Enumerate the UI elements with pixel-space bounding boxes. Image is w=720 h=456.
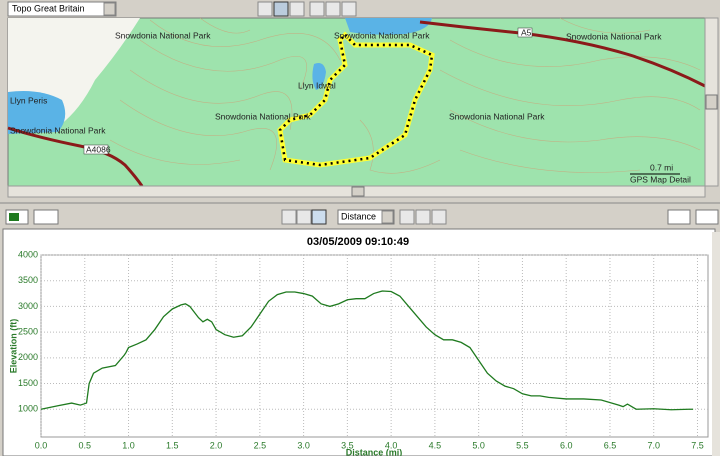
x-axis-label: Distance (mi) [346, 447, 403, 456]
x-tick-label: 6.5 [604, 440, 617, 450]
dropdown-arrow[interactable] [103, 2, 116, 16]
chart-title: 03/05/2009 09:10:49 [307, 236, 409, 248]
scroll-thumb[interactable] [705, 94, 718, 110]
fill-tool[interactable] [296, 209, 312, 225]
map-label: Snowdonia National Park [449, 111, 545, 121]
road-shield [83, 144, 109, 155]
contours [109, 17, 701, 174]
chart-panel [2, 228, 716, 456]
map-product-dropdown[interactable] [7, 1, 117, 17]
lake-idwal [312, 63, 326, 90]
axis-dropdown[interactable] [337, 209, 395, 225]
map-label: Snowdonia National Park [10, 125, 106, 135]
detail-label: GPS Map Detail [630, 174, 691, 184]
zoom-in[interactable] [399, 209, 415, 225]
road-shield [517, 27, 533, 38]
road-label: A5 [521, 27, 532, 37]
scroll-thumb[interactable] [351, 186, 365, 197]
y-tick-label: 1500 [18, 378, 38, 388]
x-tick-label: 7.0 [647, 440, 660, 450]
y-tick-label: 2500 [18, 326, 38, 336]
x-tick-label: 2.0 [210, 440, 223, 450]
x-tick-label: 0.5 [79, 440, 92, 450]
x-tick-label: 5.5 [516, 440, 529, 450]
grid-tool[interactable] [281, 209, 297, 225]
x-tick-label: 7.5 [691, 440, 704, 450]
line-dropdown[interactable] [33, 209, 59, 225]
elevation-line [40, 290, 694, 411]
map[interactable]: Snowdonia National Park Snowdonia Nation… [7, 17, 706, 187]
map-product-text: Topo Great Britain [12, 3, 85, 13]
x-tick-label: 4.5 [429, 440, 442, 450]
map-label: Llyn Idwal [298, 80, 336, 90]
track-dots [278, 33, 434, 167]
right-dropdown[interactable] [667, 209, 691, 225]
x-tick-label: 1.0 [122, 440, 135, 450]
zoom-out[interactable] [325, 1, 341, 17]
x-tick-label: 3.5 [341, 440, 354, 450]
x-tick-label: 6.0 [560, 440, 573, 450]
color-swatch [9, 213, 19, 221]
x-tick-label: 1.5 [166, 440, 179, 450]
zoom-tool[interactable] [273, 1, 289, 17]
zoom-in[interactable] [309, 1, 325, 17]
map-label: Llyn Peris [10, 95, 47, 105]
lake-top [345, 18, 432, 35]
zoom-fit[interactable] [431, 209, 447, 225]
scale-label: 0.7 mi [650, 162, 673, 172]
hand-tool[interactable] [257, 1, 273, 17]
road-a5 [419, 20, 706, 88]
x-tick-label: 5.0 [472, 440, 485, 450]
y-tick-label: 3500 [18, 275, 38, 285]
lake-peris [8, 91, 66, 134]
chart-scrollbar[interactable] [712, 232, 720, 456]
x-tick-label: 4.0 [385, 440, 398, 450]
y-tick-label: 2000 [18, 352, 38, 362]
y-tick-label: 1000 [18, 404, 38, 414]
y-tick-label: 3000 [18, 301, 38, 311]
road-label: A4086 [86, 144, 111, 154]
map-label: Snowdonia National Park [334, 30, 430, 40]
line-tool[interactable] [311, 209, 327, 225]
axis-dropdown-text: Distance [341, 211, 376, 221]
zoom-out[interactable] [415, 209, 431, 225]
dropdown-arrow[interactable] [381, 210, 394, 224]
y-axis-label: Elevation (ft) [8, 319, 18, 374]
flag-tool[interactable] [289, 1, 305, 17]
right-dropdown[interactable] [695, 209, 719, 225]
x-tick-label: 3.0 [297, 440, 310, 450]
x-tick-label: 2.5 [254, 440, 267, 450]
map-label: Snowdonia National Park [215, 111, 311, 121]
x-tick-label: 0.0 [35, 440, 48, 450]
map-label: Snowdonia National Park [115, 30, 211, 40]
y-tick-label: 4000 [18, 249, 38, 259]
map-tools [257, 1, 357, 17]
map-label: Snowdonia National Park [566, 31, 662, 41]
zoom-fit[interactable] [341, 1, 357, 17]
